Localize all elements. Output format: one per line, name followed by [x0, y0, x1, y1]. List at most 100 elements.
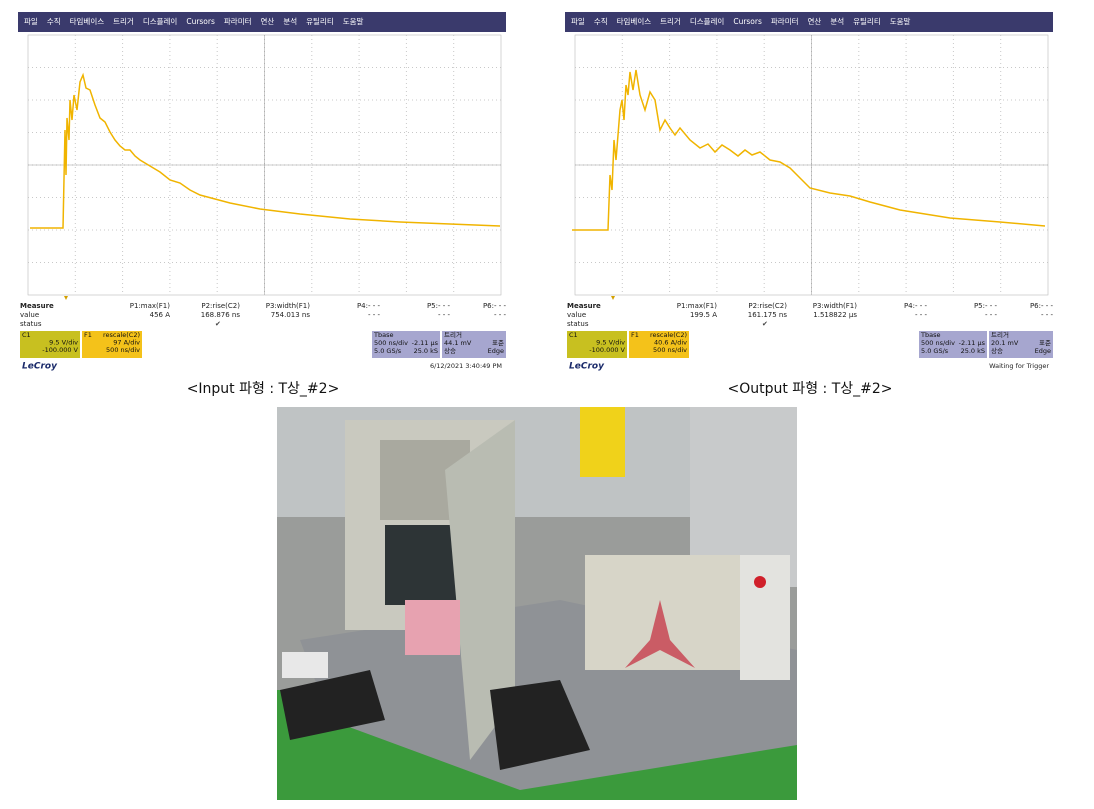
menu-item: 트리거	[660, 17, 681, 26]
menu-item: 연산	[261, 16, 275, 26]
menu-item: 유틸리티	[853, 17, 881, 26]
measure-cell: - - -	[985, 311, 998, 319]
menu-item: Cursors	[186, 17, 215, 26]
menu-item: 유틸리티	[306, 17, 334, 26]
black-pad-2	[280, 670, 385, 740]
measure-cell: P6:- - -	[1030, 302, 1054, 310]
measure-cell: - - -	[915, 311, 928, 319]
measure-cell: value	[20, 311, 39, 319]
trigger-box-text: 20.1 mV	[991, 339, 1019, 347]
cabinet-door	[445, 420, 515, 760]
tbase-box-text: -2.11 µs	[959, 339, 986, 347]
trigger-box-text: Edge	[488, 347, 504, 355]
measure-cell: status	[567, 320, 589, 328]
status-ok: ✔	[762, 320, 768, 328]
measure-cell: P6:- - -	[483, 302, 507, 310]
c1-box	[20, 331, 80, 358]
black-pad	[490, 680, 590, 770]
c1-box-text: -100.000 V	[589, 346, 625, 354]
trigger-marker	[64, 296, 68, 300]
status-ok: ✔	[215, 320, 221, 328]
menu-item: 파일	[24, 17, 38, 26]
scopes: 파일 수직 타임베이스 트리거 디스플레이 Cursors 파라미터 연산 분석 유틸리티 도움말M…	[18, 10, 1055, 397]
pink-paper	[405, 600, 460, 655]
menu-item: 트리거	[113, 17, 134, 26]
c1-box-text: C1	[569, 331, 578, 339]
measure-cell: 456 A	[150, 311, 171, 319]
caption: <Input 파형 : T상_#2>	[187, 381, 340, 397]
measure-cell: P3:width(F1)	[813, 302, 858, 310]
measure-cell: value	[567, 311, 586, 319]
yellow-cabinet	[580, 407, 625, 477]
f1-box-text: F1	[84, 331, 92, 339]
tbase-box-text: 5.0 GS/s	[374, 347, 402, 355]
f1-box	[629, 331, 689, 358]
measure-cell: P1:max(F1)	[130, 302, 170, 310]
brand: LeCroy	[22, 362, 58, 372]
menu-item: 연산	[808, 16, 822, 26]
f1-box-text: 500 ns/div	[653, 346, 687, 354]
measure-cell: P2:rise(C2)	[748, 302, 787, 310]
tbase-box	[919, 331, 987, 358]
trigger-box-text: 상승	[991, 346, 1003, 355]
screen-bg	[565, 10, 1055, 372]
photo	[277, 407, 797, 800]
f1-box-text: rescale(C2)	[650, 331, 687, 339]
tbase-box	[372, 331, 440, 358]
f1-box-text: 97 A/div	[113, 339, 140, 347]
device	[282, 652, 328, 678]
trigger-box	[989, 331, 1053, 358]
measure-cell: 1.518822 µs	[813, 311, 857, 319]
c1-box-text: 9.5 V/div	[596, 339, 625, 347]
trigger-box	[442, 331, 506, 358]
brand: LeCroy	[569, 362, 605, 372]
c1-box	[567, 331, 627, 358]
red-pattern	[625, 600, 695, 668]
input-waveform	[30, 72, 501, 229]
tbase-box-text: 5.0 GS/s	[921, 347, 949, 355]
f1-box	[82, 331, 142, 358]
menu-item: 파일	[571, 17, 585, 26]
menu-item: 수직	[594, 16, 608, 26]
trigger-box-text: 트리거	[444, 330, 462, 339]
measure-cell: P5:- - -	[427, 302, 451, 310]
measure-cell: P1:max(F1)	[677, 302, 717, 310]
trigger-box-text: 상승	[444, 346, 456, 355]
measure-cell: - - -	[1041, 311, 1054, 319]
caption: <Output 파형 : T상_#2>	[728, 381, 893, 397]
trigger-box-text: 44.1 mV	[444, 339, 472, 347]
c1-box-text: -100.000 V	[42, 346, 78, 354]
menu-item: 분석	[830, 16, 844, 26]
tbase-box-text: Tbase	[373, 331, 393, 339]
trigger-box-text: 트리거	[991, 330, 1009, 339]
stop-button	[754, 576, 766, 588]
c1-box-text: 9.5 V/div	[49, 339, 78, 347]
output-waveform	[572, 69, 1046, 231]
trigger-box-text: 표준	[492, 339, 504, 347]
measure-cell: 161.175 ns	[748, 311, 788, 319]
measure-cell: Measure	[20, 302, 54, 310]
f1-box-text: 500 ns/div	[106, 346, 140, 354]
measure-cell: - - -	[368, 311, 381, 319]
tbase-box-text: 500 ns/div	[921, 339, 955, 347]
menu-item: 도움말	[343, 17, 364, 26]
footer: 6/12/2021 3:40:49 PM	[430, 362, 502, 370]
tbase-box-text: Tbase	[920, 331, 940, 339]
measure-cell: - - -	[494, 311, 507, 319]
footer: Waiting for Trigger	[989, 362, 1049, 370]
measure-cell: P4:- - -	[904, 302, 928, 310]
menu-item: 타임베이스	[70, 16, 105, 26]
measure-cell: P2:rise(C2)	[201, 302, 240, 310]
menu-item: 디스플레이	[143, 16, 178, 26]
tbase-box-text: 25.0 kS	[414, 347, 438, 355]
measure-cell: P4:- - -	[357, 302, 381, 310]
menu-item: 수직	[47, 16, 61, 26]
measure-cell: - - -	[438, 311, 451, 319]
measure-cell: status	[20, 320, 42, 328]
menu-item: 분석	[283, 16, 297, 26]
control-box	[740, 555, 790, 680]
menu-bar	[565, 12, 1053, 32]
oscilloscope: 파일 수직 타임베이스 트리거 디스플레이 Cursors 파라미터 연산 분석 유틸리티 도움말M…	[18, 10, 508, 397]
